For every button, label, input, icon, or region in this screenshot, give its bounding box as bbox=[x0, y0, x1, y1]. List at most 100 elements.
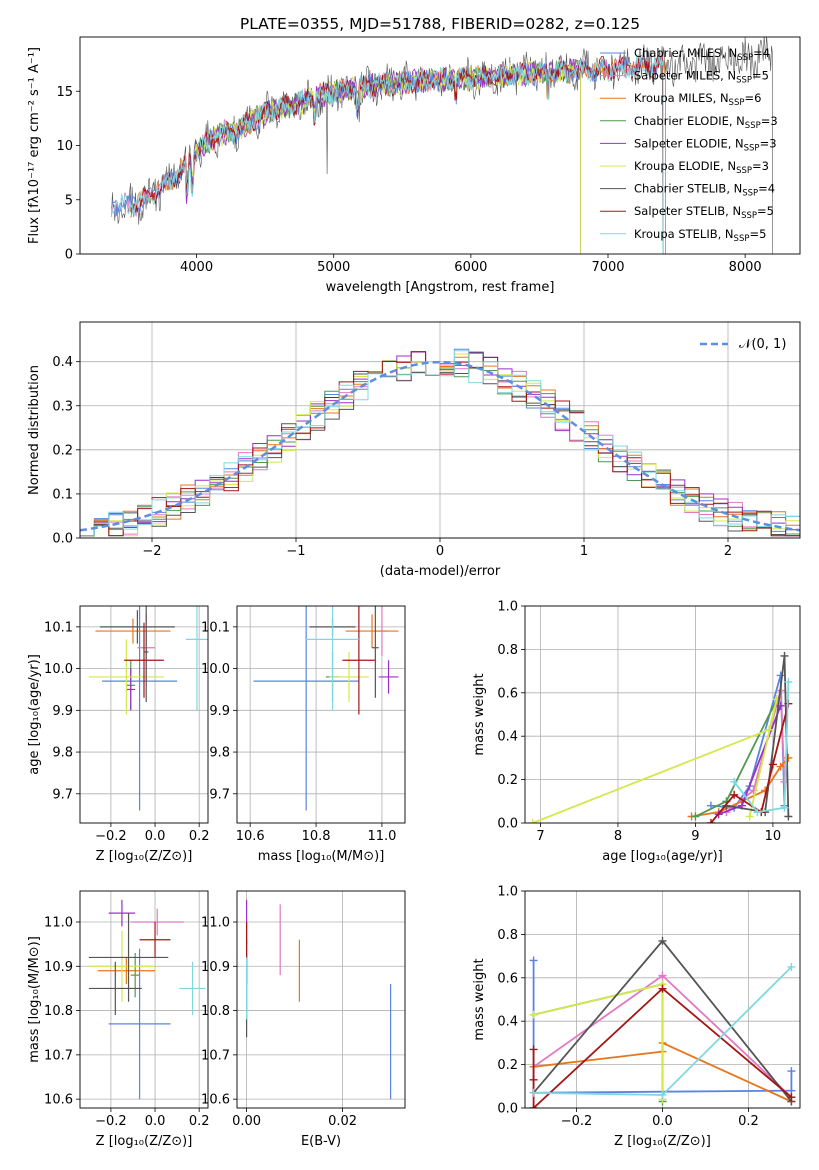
y-tick-label: 1.0 bbox=[497, 885, 518, 900]
y-tick-label: 10.8 bbox=[44, 1004, 73, 1019]
plot-area-residuals bbox=[80, 348, 800, 537]
x-tick-label: 11.0 bbox=[367, 829, 396, 844]
y-tick-label: 9.7 bbox=[209, 787, 230, 802]
weight-marker bbox=[787, 962, 796, 971]
weight-marker bbox=[529, 1104, 538, 1108]
axes-frame bbox=[524, 605, 801, 824]
weight-marker bbox=[780, 803, 789, 812]
plot-area-spectrum bbox=[111, 37, 773, 254]
spectrum-line bbox=[111, 53, 664, 254]
y-tick-label: 15 bbox=[56, 85, 73, 100]
axes-mass_vs_Z: −0.2 0.0 0.2 10.6 10.7 10.8 10.9 11.0 Z [log₁₀(Z… bbox=[27, 891, 210, 1149]
legend-label: Chabrier ELODIE, NSSP=3 bbox=[634, 114, 778, 131]
weight-marker bbox=[706, 819, 715, 823]
x-tick-label: 10.6 bbox=[236, 829, 265, 844]
weight-marker bbox=[529, 956, 538, 965]
x-tick-label: 0.02 bbox=[328, 1114, 357, 1129]
y-tick-label: 0.3 bbox=[52, 399, 73, 414]
residual-legend: 𝒩(0, 1) bbox=[700, 337, 786, 352]
y-tick-label: 10.6 bbox=[201, 1093, 230, 1108]
x-tick-label: 1 bbox=[580, 544, 588, 559]
weight-marker bbox=[768, 760, 777, 769]
y-axis-label: age [log₁₀(age/yr)] bbox=[27, 654, 42, 775]
weight-marker bbox=[658, 984, 667, 993]
y-axis-label: Normed distribution bbox=[27, 365, 42, 495]
y-tick-label: 0.0 bbox=[497, 1102, 518, 1117]
axes-age_vs_mass: 10.6 10.8 11.0 9.7 9.8 9.9 10.0 10.1 mass [log₁₀… bbox=[201, 606, 405, 864]
x-tick-label: −1 bbox=[286, 544, 305, 559]
y-tick-label: 10.1 bbox=[201, 620, 230, 635]
weight-marker bbox=[529, 1088, 538, 1097]
y-tick-label: 10.0 bbox=[201, 662, 230, 677]
legend-label: Chabrier STELIB, NSSP=4 bbox=[634, 182, 775, 199]
weight-marker bbox=[529, 1075, 538, 1084]
axes-weight_vs_age: 7 8 9 10 0.0 0.2 0.4 0.6 0.8 1.0 age [log₁₀(age/yr… bbox=[472, 600, 800, 864]
y-tick-label: 0.4 bbox=[497, 730, 518, 745]
weight-marker bbox=[784, 812, 793, 821]
y-tick-label: 0.1 bbox=[52, 487, 73, 502]
x-tick-label: 5000 bbox=[317, 260, 350, 275]
weight-marker bbox=[784, 677, 793, 686]
legend-label: Salpeter ELODIE, NSSP=3 bbox=[634, 136, 777, 153]
x-axis-label: mass [log₁₀(M/M⊙)] bbox=[258, 849, 385, 864]
legend-label: Kroupa MILES, NSSP=6 bbox=[634, 91, 761, 108]
x-tick-label: −0.2 bbox=[561, 1114, 593, 1129]
weight-marker bbox=[529, 1010, 538, 1019]
x-tick-label: 10 bbox=[765, 829, 782, 844]
weight-marker bbox=[753, 808, 762, 817]
x-tick-label: 0.00 bbox=[232, 1114, 261, 1129]
weight-marker bbox=[529, 1045, 538, 1054]
x-tick-label: 0.2 bbox=[189, 1114, 210, 1129]
x-tick-label: 9 bbox=[691, 829, 699, 844]
axes-frame bbox=[79, 36, 801, 255]
weight-marker bbox=[787, 1093, 796, 1102]
weight-marker bbox=[528, 819, 537, 823]
x-tick-label: 0.2 bbox=[189, 829, 210, 844]
y-tick-label: 11.0 bbox=[44, 916, 73, 931]
y-tick-label: 10.9 bbox=[201, 960, 230, 975]
x-axis-label: E(B-V) bbox=[301, 1134, 341, 1149]
normal-curve bbox=[80, 360, 800, 532]
figure-title: PLATE=0355, MJD=51788, FIBERID=0282, z=0… bbox=[240, 15, 640, 33]
y-tick-label: 9.9 bbox=[52, 704, 73, 719]
spectrum-legend: Chabrier MILES, NSSP=4 Salpeter MILES, NS… bbox=[600, 46, 778, 244]
y-tick-label: 0.6 bbox=[497, 971, 518, 986]
y-tick-label: 0.4 bbox=[52, 355, 73, 370]
y-tick-label: 1.0 bbox=[497, 600, 518, 615]
y-tick-label: 0.4 bbox=[497, 1015, 518, 1030]
x-tick-label: 7000 bbox=[591, 260, 624, 275]
plot-area-mass_vs_ebv bbox=[246, 899, 392, 1100]
y-tick-label: 0.8 bbox=[497, 928, 518, 943]
legend-label: Kroupa STELIB, NSSP=5 bbox=[634, 227, 766, 244]
axes-frame bbox=[524, 890, 801, 1109]
x-tick-label: −0.2 bbox=[95, 1114, 127, 1129]
axes-weight_vs_Z: −0.2 0.0 0.2 0.0 0.2 0.4 0.6 0.8 1.0 Z [log₁₀(Z/Z… bbox=[472, 885, 800, 1149]
axes-frame bbox=[236, 605, 406, 824]
axes-spectrum: 4000 5000 6000 7000 8000 0 5 10 15 wavelength [An… bbox=[27, 47, 762, 295]
weight-line bbox=[533, 983, 664, 1102]
legend-label: Kroupa ELODIE, NSSP=3 bbox=[634, 159, 769, 176]
x-axis-label: age [log₁₀(age/yr)] bbox=[602, 849, 723, 864]
x-tick-label: 0.0 bbox=[652, 1114, 673, 1129]
legend-label: 𝒩(0, 1) bbox=[739, 337, 786, 352]
axes-frame bbox=[79, 890, 209, 1109]
y-tick-label: 10.9 bbox=[44, 960, 73, 975]
x-axis-label: Z [log₁₀(Z/Z⊙)] bbox=[96, 1134, 193, 1149]
y-tick-label: 5 bbox=[65, 193, 73, 208]
weight-marker bbox=[730, 777, 739, 786]
y-tick-label: 11.0 bbox=[201, 916, 230, 931]
y-tick-label: 10 bbox=[56, 139, 73, 154]
weight-marker bbox=[745, 812, 754, 821]
x-axis-label: (data-model)/error bbox=[380, 564, 501, 579]
y-tick-label: 9.9 bbox=[209, 704, 230, 719]
y-tick-label: 0.0 bbox=[497, 817, 518, 832]
weight-line bbox=[733, 681, 790, 814]
axes-frame bbox=[79, 321, 801, 539]
weight-marker bbox=[765, 725, 774, 734]
y-axis-label: mass weight bbox=[472, 958, 487, 1040]
axes-residuals: −2 −1 0 1 2 0.0 0.1 0.2 0.3 0.4 (data-model)/error… bbox=[27, 322, 800, 579]
x-tick-label: 6000 bbox=[454, 260, 487, 275]
y-tick-label: 10.6 bbox=[44, 1093, 73, 1108]
weight-marker bbox=[658, 936, 667, 945]
y-tick-label: 0.2 bbox=[497, 1058, 518, 1073]
